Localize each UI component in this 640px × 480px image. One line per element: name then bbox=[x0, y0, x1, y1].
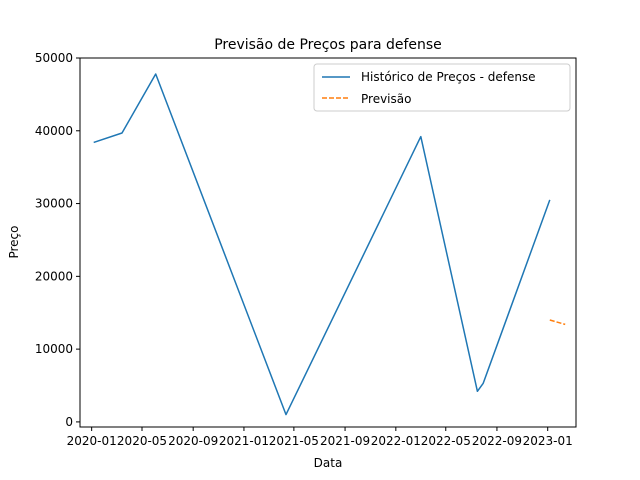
x-tick-label: 2022-09 bbox=[472, 434, 522, 448]
y-axis-label: Preço bbox=[7, 225, 21, 258]
y-tick-label: 10000 bbox=[35, 342, 73, 356]
y-tick-label: 50000 bbox=[35, 51, 73, 65]
x-axis-label: Data bbox=[314, 456, 343, 470]
legend-label-previsao: Previsão bbox=[361, 92, 411, 106]
x-tick-label: 2023-01 bbox=[523, 434, 573, 448]
legend-box bbox=[313, 63, 571, 112]
series-line-0 bbox=[93, 73, 551, 416]
legend: Histórico de Preços - defense Previsão bbox=[313, 63, 571, 112]
series-line-1 bbox=[549, 319, 566, 326]
chart-title: Previsão de Preços para defense bbox=[214, 37, 442, 53]
y-tick-label: 30000 bbox=[35, 197, 73, 211]
plot-lines bbox=[93, 73, 566, 416]
x-tick-label: 2021-09 bbox=[320, 434, 370, 448]
x-tick-label: 2022-05 bbox=[421, 434, 471, 448]
legend-label-historico: Histórico de Preços - defense bbox=[361, 70, 536, 84]
x-tick-label: 2020-09 bbox=[168, 434, 218, 448]
plot-frame bbox=[79, 57, 577, 428]
y-tick-label: 0 bbox=[65, 415, 73, 429]
y-axis: 0 10000 20000 30000 40000 50000 bbox=[35, 51, 80, 429]
y-tick-label: 20000 bbox=[35, 269, 73, 283]
x-axis: 2020-01 2020-05 2020-09 2021-01 2021-05 2021-… bbox=[67, 427, 573, 448]
x-tick-label: 2021-05 bbox=[269, 434, 319, 448]
x-tick-label: 2021-01 bbox=[219, 434, 269, 448]
x-tick-label: 2020-01 bbox=[67, 434, 117, 448]
y-tick-label: 40000 bbox=[35, 124, 73, 138]
x-tick-label: 2022-01 bbox=[371, 434, 421, 448]
x-tick-label: 2020-05 bbox=[117, 434, 167, 448]
